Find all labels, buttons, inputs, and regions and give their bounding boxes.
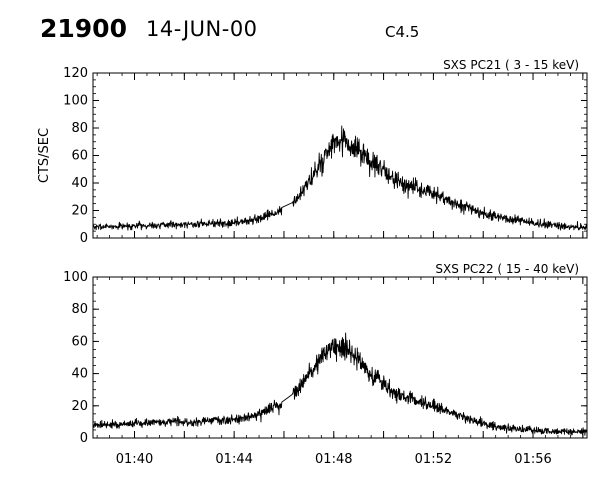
plot-frame bbox=[92, 72, 588, 239]
y-tick-label: 60 bbox=[71, 149, 88, 164]
x-tick-label: 01:56 bbox=[514, 452, 551, 467]
event-date: 14-JUN-00 bbox=[146, 17, 258, 41]
x-tick-label: 01:40 bbox=[116, 452, 153, 467]
y-axis-label: CTS/SEC bbox=[37, 128, 52, 183]
y-tick-label: 120 bbox=[63, 66, 88, 81]
x-tick-label: 01:52 bbox=[415, 452, 452, 467]
panel-pc21: SXS PC21 ( 3 - 15 keV) 0 20 40 60 80 100 120 CTS… bbox=[37, 58, 588, 246]
chart-title: SXS PC21 ( 3 - 15 keV) bbox=[443, 58, 579, 72]
y-tick-label: 40 bbox=[71, 367, 88, 382]
y-tick-label: 60 bbox=[71, 334, 88, 349]
y-tick-label: 40 bbox=[71, 176, 88, 191]
panel-pc22: SXS PC22 ( 15 - 40 keV) 0 20 40 60 80 100 01:40… bbox=[63, 262, 588, 467]
event-number: 21900 bbox=[40, 14, 127, 43]
y-tick-label: 80 bbox=[71, 121, 88, 136]
y-tick-label: 20 bbox=[71, 204, 88, 219]
series-line bbox=[92, 125, 588, 231]
y-tick-label: 100 bbox=[63, 270, 88, 285]
series-line bbox=[92, 332, 588, 436]
x-tick-label: 01:48 bbox=[315, 452, 352, 467]
plot-frame bbox=[92, 276, 588, 439]
y-tick-label: 20 bbox=[71, 399, 88, 414]
x-tick-label: 01:44 bbox=[215, 452, 252, 467]
y-tick-label: 0 bbox=[80, 231, 88, 246]
chart-title: SXS PC22 ( 15 - 40 keV) bbox=[435, 262, 579, 276]
y-tick-label: 0 bbox=[80, 431, 88, 446]
y-tick-label: 100 bbox=[63, 94, 88, 109]
flare-class: C4.5 bbox=[385, 23, 420, 41]
y-tick-label: 80 bbox=[71, 302, 88, 317]
